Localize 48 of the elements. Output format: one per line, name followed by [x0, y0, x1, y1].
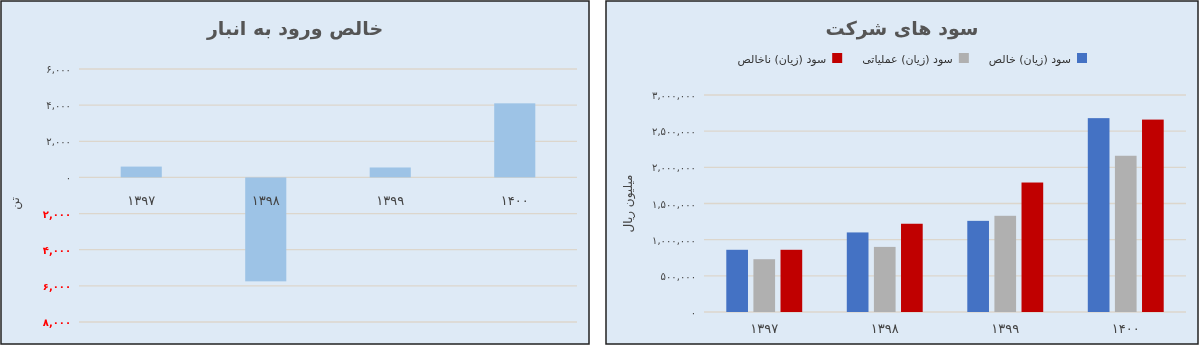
bar	[873, 246, 896, 312]
legend-label: سود (زیان) خالص	[988, 53, 1071, 66]
y-axis-title: تن	[8, 197, 23, 210]
legend-item: سود (زیان) ناخالص	[737, 53, 843, 66]
bar	[846, 232, 869, 312]
bar	[994, 215, 1017, 312]
y-tick-label: ۰	[690, 307, 696, 318]
y-tick-label: ۱,۵۰۰,۰۰۰	[652, 198, 696, 210]
y-tick-label: ۱,۰۰۰,۰۰۰	[652, 234, 696, 246]
x-tick-label: ۱۳۹۸	[870, 321, 899, 336]
y-tick-label: ۲,۰۰۰	[46, 136, 71, 148]
y-tick-label: ۰	[65, 172, 71, 184]
y-tick-label: ۳,۰۰۰,۰۰۰	[652, 90, 696, 101]
x-tick-label: ۱۳۹۷	[750, 321, 779, 336]
bar	[1142, 119, 1164, 312]
bar	[967, 220, 989, 312]
x-tick-label: ۱۳۹۸	[251, 193, 280, 209]
x-tick-label: ۱۴۰۰	[1111, 321, 1140, 336]
bar	[369, 167, 411, 178]
bar	[1087, 118, 1110, 312]
x-tick-label: ۱۴۰۰	[500, 193, 529, 209]
bar	[494, 103, 536, 178]
chart-title: سود های شرکت	[825, 17, 979, 40]
bar	[780, 249, 803, 312]
y-tick-label: ۵۰۰,۰۰۰	[660, 270, 696, 282]
y-tick-label: ۲,۰۰۰	[42, 208, 71, 220]
legend-item: سود (زیان) عملیاتی	[862, 53, 969, 66]
y-tick-label: ۴,۰۰۰	[46, 100, 71, 112]
y-tick-label: ۲,۵۰۰,۰۰۰	[652, 126, 696, 138]
y-tick-label: ۲,۰۰۰,۰۰۰	[652, 162, 696, 174]
bar	[1021, 182, 1044, 312]
y-tick-label: ۸,۰۰۰	[42, 317, 71, 328]
legend-item: سود (زیان) خالص	[988, 53, 1087, 66]
y-tick-label: ۴,۰۰۰	[42, 244, 71, 256]
x-tick-label: ۱۳۹۷	[127, 193, 156, 209]
bar	[901, 223, 923, 312]
bar	[1114, 155, 1137, 312]
x-tick-label: ۱۳۹۹	[376, 193, 405, 209]
y-tick-label: ۶,۰۰۰	[46, 64, 71, 75]
bar	[120, 166, 162, 178]
bar	[245, 177, 287, 282]
x-tick-label: ۱۳۹۹	[991, 321, 1020, 336]
y-tick-label: ۶,۰۰۰	[42, 280, 71, 292]
legend-label: سود (زیان) ناخالص	[737, 53, 827, 66]
chart-title: خالص ورود به انبار	[205, 17, 384, 40]
bar	[726, 249, 748, 312]
bar	[753, 259, 776, 312]
y-axis-title: میلیون ریال	[621, 174, 636, 233]
